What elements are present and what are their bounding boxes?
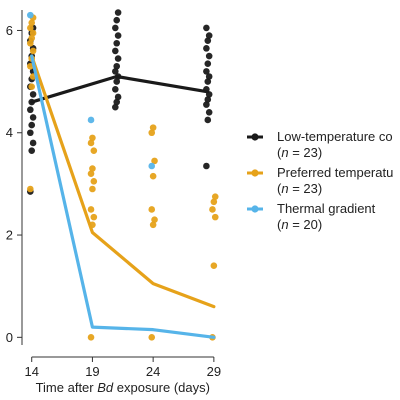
legend-label-0: Low-temperature co bbox=[277, 129, 393, 144]
x-axis-title-part-3: exposure (days) bbox=[113, 380, 210, 395]
data-point-s1-g2-p6 bbox=[148, 129, 156, 137]
data-point-s1-g1-p10 bbox=[89, 134, 96, 142]
data-point-s0-g1-p2 bbox=[114, 93, 122, 101]
data-point-s0-g0-p5 bbox=[29, 114, 37, 121]
data-point-s0-g0-p3 bbox=[27, 129, 34, 137]
data-point-s0-g1-p12 bbox=[112, 24, 119, 32]
x-axis-title-part-2: Bd bbox=[97, 380, 114, 395]
y-tick-label-0: 0 bbox=[6, 330, 13, 345]
data-point-s1-g0-p6 bbox=[27, 39, 34, 47]
data-point-s1-g1-p7 bbox=[89, 165, 96, 172]
data-point-s0-g1-p13 bbox=[113, 16, 121, 24]
x-tick-label-0: 14 bbox=[24, 364, 38, 379]
data-point-s1-g1-p5 bbox=[90, 178, 98, 185]
data-point-s1-g2-p4 bbox=[149, 172, 157, 180]
data-point-s0-g0-p6 bbox=[27, 106, 34, 114]
data-point-s1-g0-p8 bbox=[29, 29, 37, 37]
data-point-s0-g0-p2 bbox=[29, 139, 37, 147]
data-point-s0-g2-p13 bbox=[204, 37, 212, 44]
legend-n-label-2: (n = 20) bbox=[277, 217, 322, 232]
data-point-s1-g2-p0 bbox=[148, 334, 156, 341]
data-point-s0-g1-p14 bbox=[114, 9, 122, 16]
data-point-s2-g1-p0 bbox=[87, 116, 95, 124]
data-point-s1-g1-p8 bbox=[90, 147, 98, 154]
series-line-0 bbox=[30, 74, 210, 104]
data-point-s1-g0-p7 bbox=[28, 34, 36, 42]
legend-label-2: Thermal gradient bbox=[277, 201, 376, 216]
data-point-s0-g2-p3 bbox=[203, 101, 210, 108]
legend: Low-temperature co(n = 23)Preferred temp… bbox=[247, 129, 393, 232]
series-line-2 bbox=[30, 54, 216, 339]
data-point-s1-g2-p7 bbox=[149, 124, 157, 131]
data-point-s1-g2-p5 bbox=[151, 157, 158, 165]
data-point-s0-g2-p2 bbox=[205, 108, 213, 116]
legend-marker-0 bbox=[251, 133, 259, 141]
data-point-s1-g0-p9 bbox=[27, 24, 34, 32]
data-point-s0-g1-p3 bbox=[112, 85, 119, 93]
series-line-1 bbox=[30, 54, 216, 309]
legend-marker-1 bbox=[251, 169, 259, 177]
data-point-s0-g1-p1 bbox=[113, 98, 121, 106]
data-point-s0-g1-p6 bbox=[112, 68, 119, 75]
legend-n-label-1: (n = 23) bbox=[277, 181, 322, 196]
data-point-s0-g0-p8 bbox=[29, 91, 37, 98]
data-point-s1-g3-p2 bbox=[211, 213, 219, 221]
trend-lines-layer bbox=[30, 54, 216, 339]
data-point-s1-g1-p0 bbox=[87, 334, 95, 341]
y-tick-label-2: 4 bbox=[6, 125, 13, 140]
data-point-s1-g1-p9 bbox=[87, 139, 95, 147]
data-point-s0-g1-p7 bbox=[113, 62, 121, 70]
data-point-s0-g1-p8 bbox=[114, 55, 122, 62]
data-point-s1-g3-p1 bbox=[210, 262, 218, 270]
data-points-layer bbox=[27, 9, 219, 341]
data-point-s1-g2-p1 bbox=[149, 221, 157, 229]
data-point-s0-g2-p11 bbox=[205, 52, 213, 60]
data-point-s0-g2-p14 bbox=[205, 32, 213, 39]
data-point-s2-g0-p0 bbox=[27, 11, 34, 19]
data-point-s1-g0-p1 bbox=[28, 83, 36, 91]
data-point-s0-g0-p1 bbox=[28, 147, 36, 154]
data-point-s0-g2-p1 bbox=[204, 116, 212, 124]
data-point-s0-g2-p4 bbox=[204, 96, 212, 103]
data-point-s0-g2-p15 bbox=[203, 24, 210, 32]
data-point-s0-g1-p10 bbox=[113, 39, 121, 47]
data-point-s2-g2-p0 bbox=[148, 162, 156, 170]
data-point-s0-g1-p9 bbox=[112, 47, 119, 55]
data-point-s1-g1-p4 bbox=[89, 185, 96, 193]
x-tick-label-1: 19 bbox=[85, 364, 99, 379]
data-point-s1-g2-p2 bbox=[151, 216, 158, 223]
x-tick-label-3: 29 bbox=[207, 364, 221, 379]
data-point-s0-g2-p7 bbox=[204, 78, 212, 85]
data-point-s0-g1-p11 bbox=[114, 32, 122, 39]
legend-n-label-0: (n = 23) bbox=[277, 145, 322, 160]
data-point-s0-g2-p0 bbox=[203, 162, 210, 170]
data-point-s1-g0-p5 bbox=[29, 47, 37, 55]
data-point-s1-g0-p0 bbox=[27, 185, 34, 193]
data-point-s0-g0-p4 bbox=[28, 121, 36, 129]
data-point-s1-g1-p2 bbox=[90, 213, 98, 221]
data-point-s0-g1-p0 bbox=[112, 103, 119, 111]
data-point-s0-g2-p12 bbox=[203, 45, 210, 52]
data-point-s1-g2-p3 bbox=[148, 206, 156, 213]
y-tick-label-1: 2 bbox=[6, 228, 13, 243]
data-point-s0-g1-p4 bbox=[113, 78, 121, 85]
data-point-s0-g2-p8 bbox=[205, 73, 213, 80]
data-point-s1-g0-p3 bbox=[27, 62, 34, 70]
x-axis-title-part-1: Time after bbox=[36, 380, 98, 395]
data-point-s0-g2-p9 bbox=[203, 68, 210, 75]
y-tick-label-3: 6 bbox=[6, 23, 13, 38]
data-point-s1-g3-p4 bbox=[210, 198, 218, 206]
legend-label-1: Preferred temperatu bbox=[277, 165, 393, 180]
data-point-s1-g1-p3 bbox=[87, 206, 95, 213]
data-point-s0-g2-p10 bbox=[204, 60, 212, 68]
data-point-s1-g3-p5 bbox=[211, 193, 219, 200]
data-point-s1-g3-p3 bbox=[209, 206, 216, 213]
data-point-s1-g0-p10 bbox=[28, 19, 36, 27]
x-tick-label-2: 24 bbox=[146, 364, 160, 379]
x-axis-title: Time after Bd exposure (days) bbox=[36, 380, 210, 395]
data-point-s1-g1-p6 bbox=[87, 170, 95, 177]
legend-marker-2 bbox=[251, 205, 259, 213]
